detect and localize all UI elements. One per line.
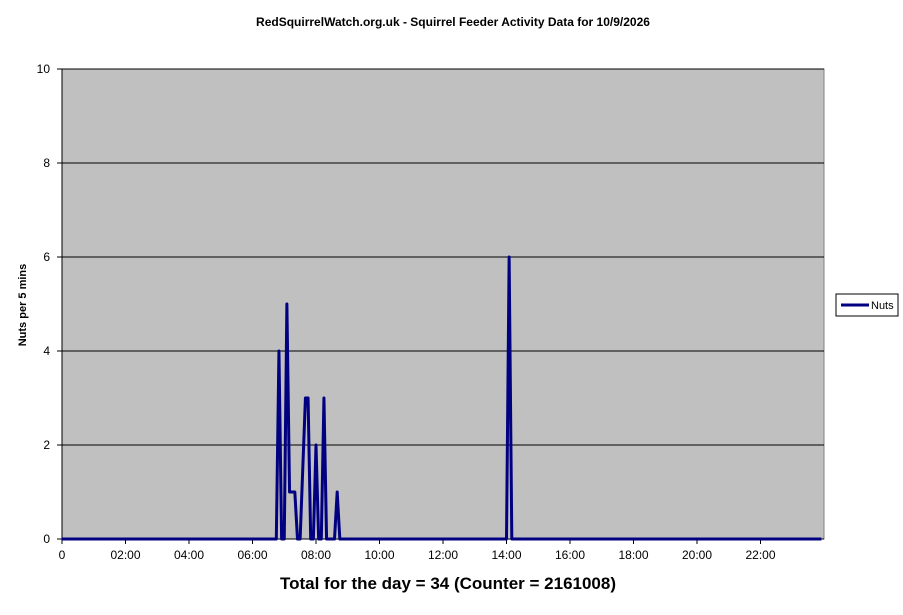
x-tick-label: 16:00 xyxy=(555,548,585,562)
x-tick-label: 20:00 xyxy=(682,548,712,562)
legend-label: Nuts xyxy=(871,300,894,312)
x-tick-label: 14:00 xyxy=(491,548,521,562)
y-tick-label: 8 xyxy=(43,156,50,170)
y-tick-label: 2 xyxy=(43,438,50,452)
y-axis-label: Nuts per 5 mins xyxy=(17,264,29,347)
chart-title: RedSquirrelWatch.org.uk - Squirrel Feede… xyxy=(256,15,650,29)
x-tick-label: 12:00 xyxy=(428,548,458,562)
x-tick-label: 18:00 xyxy=(618,548,648,562)
x-tick-label: 22:00 xyxy=(745,548,775,562)
x-tick-label: 08:00 xyxy=(301,548,331,562)
y-tick-label: 4 xyxy=(43,344,50,358)
x-tick-label: 04:00 xyxy=(174,548,204,562)
footer-text: Total for the day = 34 (Counter = 216100… xyxy=(280,574,616,593)
x-tick-label: 06:00 xyxy=(237,548,267,562)
y-tick-label: 0 xyxy=(43,532,50,546)
plot-area xyxy=(61,68,825,540)
data-line xyxy=(62,255,822,541)
y-tick-label: 10 xyxy=(37,62,51,76)
x-tick-label: 02:00 xyxy=(110,548,140,562)
y-tick-label: 6 xyxy=(43,250,50,264)
x-tick-label: 10:00 xyxy=(364,548,394,562)
x-tick-label: 0 xyxy=(59,548,66,562)
